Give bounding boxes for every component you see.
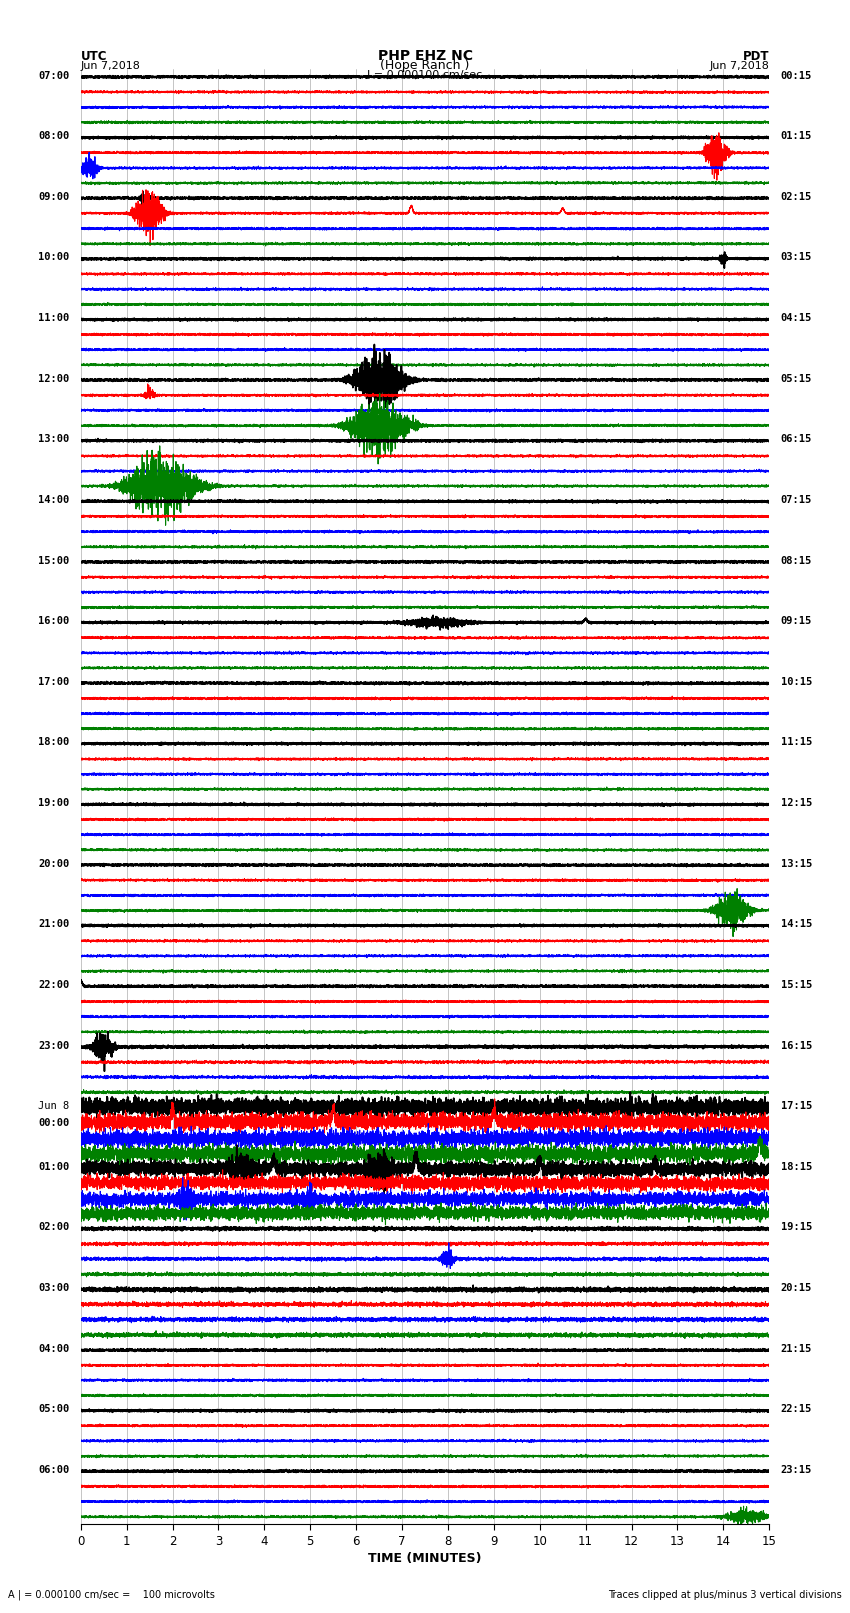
Text: 17:15: 17:15 <box>780 1102 812 1111</box>
Text: 06:00: 06:00 <box>38 1465 70 1474</box>
Text: 19:00: 19:00 <box>38 798 70 808</box>
Text: A | = 0.000100 cm/sec =    100 microvolts: A | = 0.000100 cm/sec = 100 microvolts <box>8 1589 215 1600</box>
Text: 18:00: 18:00 <box>38 737 70 747</box>
Text: 13:00: 13:00 <box>38 434 70 444</box>
Text: 20:15: 20:15 <box>780 1282 812 1294</box>
Text: Traces clipped at plus/minus 3 vertical divisions: Traces clipped at plus/minus 3 vertical … <box>608 1590 842 1600</box>
Text: 12:15: 12:15 <box>780 798 812 808</box>
Text: 16:15: 16:15 <box>780 1040 812 1050</box>
Text: 10:15: 10:15 <box>780 677 812 687</box>
Text: 14:15: 14:15 <box>780 919 812 929</box>
Text: 21:00: 21:00 <box>38 919 70 929</box>
Text: 12:00: 12:00 <box>38 374 70 384</box>
Text: 08:00: 08:00 <box>38 131 70 142</box>
Text: 19:15: 19:15 <box>780 1223 812 1232</box>
Text: 15:00: 15:00 <box>38 555 70 566</box>
Text: 17:00: 17:00 <box>38 677 70 687</box>
Text: 22:00: 22:00 <box>38 981 70 990</box>
Text: 13:15: 13:15 <box>780 858 812 869</box>
Text: 05:00: 05:00 <box>38 1405 70 1415</box>
Text: 09:00: 09:00 <box>38 192 70 202</box>
Text: 00:15: 00:15 <box>780 71 812 81</box>
Text: PDT: PDT <box>743 50 769 63</box>
Text: 05:15: 05:15 <box>780 374 812 384</box>
Text: (Hope Ranch ): (Hope Ranch ) <box>380 58 470 71</box>
Text: PHP EHZ NC: PHP EHZ NC <box>377 48 473 63</box>
Text: Jun 7,2018: Jun 7,2018 <box>81 61 140 71</box>
Text: 14:00: 14:00 <box>38 495 70 505</box>
Text: 23:00: 23:00 <box>38 1040 70 1050</box>
Text: 03:15: 03:15 <box>780 253 812 263</box>
Text: 09:15: 09:15 <box>780 616 812 626</box>
Text: 04:15: 04:15 <box>780 313 812 323</box>
Text: 10:00: 10:00 <box>38 253 70 263</box>
Text: 20:00: 20:00 <box>38 858 70 869</box>
Text: 07:00: 07:00 <box>38 71 70 81</box>
X-axis label: TIME (MINUTES): TIME (MINUTES) <box>368 1552 482 1565</box>
Text: 02:15: 02:15 <box>780 192 812 202</box>
Text: 01:00: 01:00 <box>38 1161 70 1171</box>
Text: 11:00: 11:00 <box>38 313 70 323</box>
Text: 02:00: 02:00 <box>38 1223 70 1232</box>
Text: Jun 8: Jun 8 <box>38 1102 70 1111</box>
Text: 01:15: 01:15 <box>780 131 812 142</box>
Text: 18:15: 18:15 <box>780 1161 812 1171</box>
Text: 04:00: 04:00 <box>38 1344 70 1353</box>
Text: 22:15: 22:15 <box>780 1405 812 1415</box>
Text: 03:00: 03:00 <box>38 1282 70 1294</box>
Text: 16:00: 16:00 <box>38 616 70 626</box>
Text: 08:15: 08:15 <box>780 555 812 566</box>
Text: 15:15: 15:15 <box>780 981 812 990</box>
Text: 21:15: 21:15 <box>780 1344 812 1353</box>
Text: 11:15: 11:15 <box>780 737 812 747</box>
Text: UTC: UTC <box>81 50 107 63</box>
Text: Jun 7,2018: Jun 7,2018 <box>710 61 769 71</box>
Text: 00:00: 00:00 <box>38 1118 70 1127</box>
Text: 23:15: 23:15 <box>780 1465 812 1474</box>
Text: I = 0.000100 cm/sec: I = 0.000100 cm/sec <box>367 69 483 79</box>
Text: 06:15: 06:15 <box>780 434 812 444</box>
Text: 07:15: 07:15 <box>780 495 812 505</box>
